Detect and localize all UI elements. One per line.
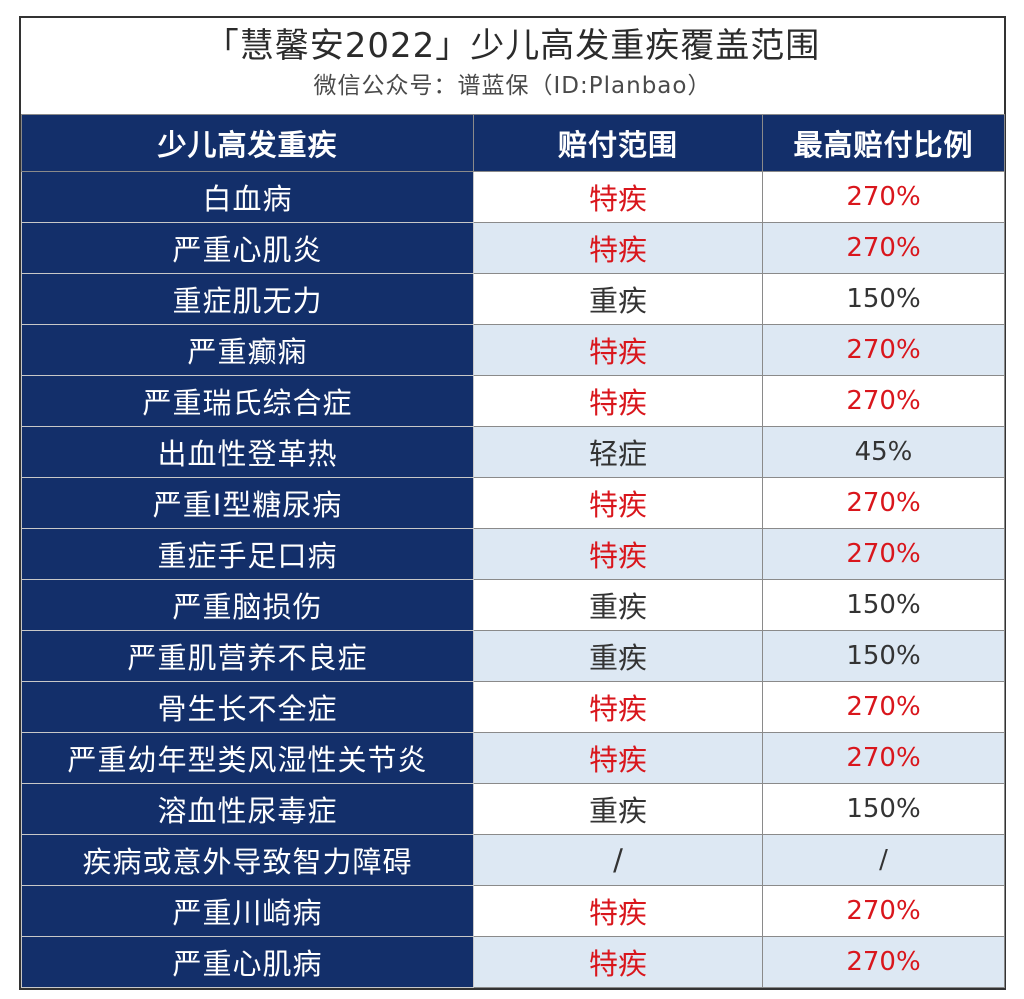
table-header-row: 少儿高发重疾 赔付范围 最高赔付比例 xyxy=(21,114,1005,172)
disease-name-cell: 严重幼年型类风湿性关节炎 xyxy=(21,732,474,784)
max-payout-ratio-cell: 270% xyxy=(762,732,1005,784)
max-payout-ratio-cell: 150% xyxy=(762,630,1005,682)
disease-name-cell: 严重I型糖尿病 xyxy=(21,477,474,529)
disease-name-cell: 严重脑损伤 xyxy=(21,579,474,631)
table-row: 重症手足口病 特疾 270% xyxy=(21,528,1005,580)
max-payout-ratio-cell: 270% xyxy=(762,528,1005,580)
max-payout-ratio-cell: 270% xyxy=(762,477,1005,529)
table-frame: 「慧馨安2022」少儿高发重疾覆盖范围 微信公众号：谱蓝保（ID:Planbao… xyxy=(19,16,1006,990)
max-payout-ratio-cell: 150% xyxy=(762,579,1005,631)
disease-name-cell: 重症肌无力 xyxy=(21,273,474,325)
table-row: 严重肌营养不良症 重疾 150% xyxy=(21,630,1005,682)
payout-scope-cell: 特疾 xyxy=(473,732,763,784)
column-header-disease: 少儿高发重疾 xyxy=(21,114,474,172)
table-row: 严重心肌炎 特疾 270% xyxy=(21,222,1005,274)
max-payout-ratio-cell: 270% xyxy=(762,222,1005,274)
disease-name-cell: 严重心肌炎 xyxy=(21,222,474,274)
payout-scope-cell: 重疾 xyxy=(473,579,763,631)
table-row: 出血性登革热 轻症 45% xyxy=(21,426,1005,478)
column-header-ratio: 最高赔付比例 xyxy=(762,114,1005,172)
disease-name-cell: 出血性登革热 xyxy=(21,426,474,478)
table-row: 严重瑞氏综合症 特疾 270% xyxy=(21,375,1005,427)
max-payout-ratio-cell: / xyxy=(762,834,1005,886)
disease-name-cell: 溶血性尿毒症 xyxy=(21,783,474,835)
max-payout-ratio-cell: 270% xyxy=(762,171,1005,223)
disease-name-cell: 白血病 xyxy=(21,171,474,223)
table-row: 严重脑损伤 重疾 150% xyxy=(21,579,1005,631)
disease-name-cell: 严重癫痫 xyxy=(21,324,474,376)
payout-scope-cell: 特疾 xyxy=(473,324,763,376)
table-row: 严重心肌病 特疾 270% xyxy=(21,936,1005,988)
table-row: 白血病 特疾 270% xyxy=(21,171,1005,223)
disease-name-cell: 严重瑞氏综合症 xyxy=(21,375,474,427)
payout-scope-cell: 重疾 xyxy=(473,273,763,325)
table-row: 严重癫痫 特疾 270% xyxy=(21,324,1005,376)
table-row: 重症肌无力 重疾 150% xyxy=(21,273,1005,325)
table-row: 严重川崎病 特疾 270% xyxy=(21,885,1005,937)
payout-scope-cell: / xyxy=(473,834,763,886)
max-payout-ratio-cell: 45% xyxy=(762,426,1005,478)
max-payout-ratio-cell: 150% xyxy=(762,783,1005,835)
payout-scope-cell: 特疾 xyxy=(473,375,763,427)
payout-scope-cell: 特疾 xyxy=(473,528,763,580)
payout-scope-cell: 特疾 xyxy=(473,171,763,223)
table-row: 溶血性尿毒症 重疾 150% xyxy=(21,783,1005,835)
disease-name-cell: 骨生长不全症 xyxy=(21,681,474,733)
disease-name-cell: 严重心肌病 xyxy=(21,936,474,988)
disease-name-cell: 疾病或意外导致智力障碍 xyxy=(21,834,474,886)
payout-scope-cell: 特疾 xyxy=(473,477,763,529)
disease-name-cell: 重症手足口病 xyxy=(21,528,474,580)
payout-scope-cell: 重疾 xyxy=(473,630,763,682)
table-row: 骨生长不全症 特疾 270% xyxy=(21,681,1005,733)
payout-scope-cell: 特疾 xyxy=(473,885,763,937)
column-header-scope: 赔付范围 xyxy=(473,114,763,172)
payout-scope-cell: 重疾 xyxy=(473,783,763,835)
coverage-table: 少儿高发重疾 赔付范围 最高赔付比例 白血病 特疾 270% 严重心肌炎 特疾 270% 重… xyxy=(21,114,1005,988)
payout-scope-cell: 特疾 xyxy=(473,681,763,733)
max-payout-ratio-cell: 270% xyxy=(762,681,1005,733)
max-payout-ratio-cell: 270% xyxy=(762,885,1005,937)
table-row: 疾病或意外导致智力障碍 / / xyxy=(21,834,1005,886)
disease-name-cell: 严重肌营养不良症 xyxy=(21,630,474,682)
payout-scope-cell: 特疾 xyxy=(473,936,763,988)
max-payout-ratio-cell: 270% xyxy=(762,936,1005,988)
table-row: 严重幼年型类风湿性关节炎 特疾 270% xyxy=(21,732,1005,784)
payout-scope-cell: 特疾 xyxy=(473,222,763,274)
max-payout-ratio-cell: 270% xyxy=(762,324,1005,376)
payout-scope-cell: 轻症 xyxy=(473,426,763,478)
max-payout-ratio-cell: 150% xyxy=(762,273,1005,325)
page-title: 「慧馨安2022」少儿高发重疾覆盖范围 xyxy=(204,26,821,66)
title-block: 「慧馨安2022」少儿高发重疾覆盖范围 微信公众号：谱蓝保（ID:Planbao… xyxy=(21,18,1004,114)
page-subtitle: 微信公众号：谱蓝保（ID:Planbao） xyxy=(313,73,712,99)
disease-name-cell: 严重川崎病 xyxy=(21,885,474,937)
table-row: 严重I型糖尿病 特疾 270% xyxy=(21,477,1005,529)
max-payout-ratio-cell: 270% xyxy=(762,375,1005,427)
